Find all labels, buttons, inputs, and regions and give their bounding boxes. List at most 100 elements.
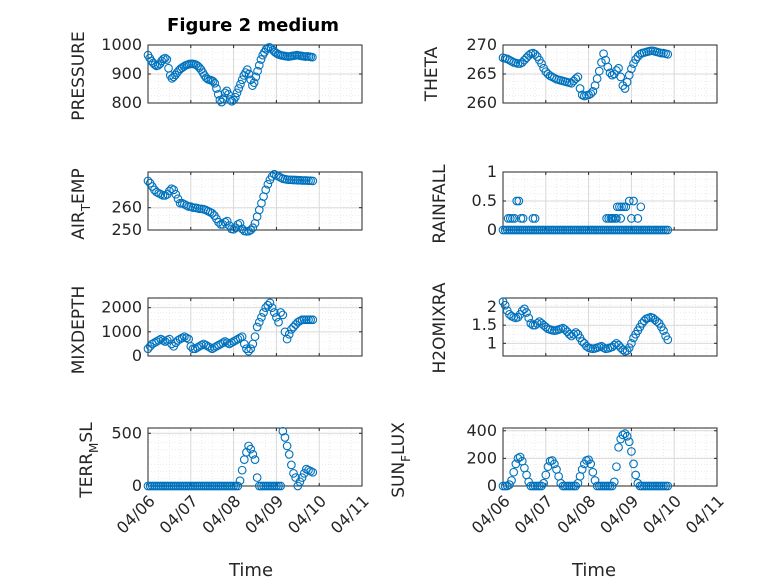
data-point <box>229 224 238 234</box>
y-tick-label: 900 <box>111 64 142 83</box>
data-point <box>237 224 247 234</box>
y-tick-label: 500 <box>111 423 142 442</box>
data-point <box>650 481 660 491</box>
ylabel-h2omixra: H2OMIXRA <box>430 282 450 373</box>
data-point <box>577 90 587 100</box>
y-tick-label: 1000 <box>101 35 142 54</box>
data-point <box>584 225 593 235</box>
data-point <box>659 481 668 491</box>
data-point <box>505 225 514 235</box>
data-point <box>234 84 244 93</box>
data-point <box>267 303 277 313</box>
data-point <box>267 172 277 181</box>
data-point <box>622 225 632 235</box>
data-point <box>511 225 521 235</box>
data-point <box>588 87 598 96</box>
data-point <box>513 312 523 322</box>
data-point <box>237 75 247 85</box>
data-point <box>274 481 283 491</box>
data-point <box>612 202 622 212</box>
data-point <box>646 481 656 491</box>
data-point <box>569 481 578 491</box>
data-point <box>233 481 243 491</box>
data-point <box>297 315 307 325</box>
data-point <box>208 76 218 86</box>
data-point <box>515 225 525 235</box>
data-point <box>224 481 234 491</box>
data-point <box>257 312 266 322</box>
data-point <box>624 437 634 447</box>
data-point <box>236 79 245 89</box>
data-point <box>162 55 172 64</box>
data-point <box>246 225 256 235</box>
data-point <box>627 338 636 348</box>
data-point <box>244 346 253 356</box>
data-point <box>261 303 271 313</box>
data-point <box>575 225 585 235</box>
data-point <box>577 465 587 474</box>
data-point <box>526 481 536 491</box>
data-point <box>259 481 268 491</box>
data-point <box>590 225 600 235</box>
data-point <box>609 225 619 235</box>
data-point <box>252 473 262 482</box>
data-point <box>629 59 638 68</box>
data-point <box>188 203 198 213</box>
data-point <box>246 444 256 454</box>
data-point <box>250 455 260 464</box>
data-point <box>269 308 279 317</box>
data-point <box>230 92 240 102</box>
x-tick-label: 04/07 <box>511 491 557 537</box>
data-point <box>532 225 542 235</box>
data-point <box>143 176 153 186</box>
data-point <box>601 225 611 235</box>
y-tick-label: 2 <box>487 297 497 316</box>
data-point <box>639 225 649 235</box>
data-point <box>143 481 153 491</box>
data-point <box>571 225 581 235</box>
data-point <box>539 478 549 488</box>
data-point <box>537 59 546 68</box>
data-point <box>150 60 160 70</box>
data-point <box>616 72 626 82</box>
x-tick-label: 04/11 <box>682 491 728 537</box>
data-point <box>272 481 281 491</box>
data-point <box>622 346 632 355</box>
data-point <box>500 481 510 491</box>
data-point <box>209 343 219 352</box>
data-point <box>210 78 220 88</box>
data-point <box>654 481 664 491</box>
data-point <box>512 196 522 206</box>
data-point <box>607 481 617 491</box>
data-point <box>633 225 643 235</box>
data-point <box>644 225 653 235</box>
data-point <box>599 225 608 235</box>
data-point <box>503 214 513 223</box>
data-point <box>263 481 273 491</box>
data-point <box>636 202 646 212</box>
data-point <box>592 481 602 491</box>
data-point <box>158 335 168 345</box>
data-point <box>539 225 549 235</box>
data-point <box>560 225 570 235</box>
data-point <box>209 481 219 491</box>
data-point <box>254 60 264 70</box>
data-point <box>532 319 542 328</box>
data-point <box>177 333 187 343</box>
data-point <box>607 70 617 80</box>
data-point <box>253 66 262 76</box>
data-point <box>502 481 512 491</box>
data-point <box>507 225 516 235</box>
data-point <box>603 62 613 72</box>
data-point <box>261 185 271 195</box>
data-point <box>558 481 568 491</box>
data-point <box>508 214 517 223</box>
data-point <box>520 225 529 235</box>
data-point <box>514 196 524 206</box>
data-point <box>659 326 668 335</box>
y-tick-label: 1 <box>487 162 497 181</box>
data-point <box>224 339 234 349</box>
data-point <box>507 476 516 485</box>
data-point <box>287 325 296 334</box>
